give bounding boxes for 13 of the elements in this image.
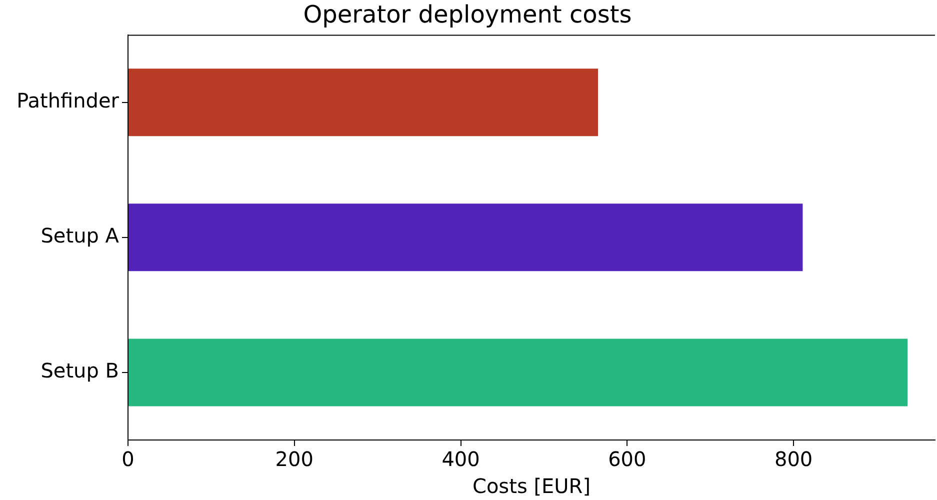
x-tick-label: 600 <box>608 447 646 472</box>
y-tick-label: Pathfinder <box>16 88 120 113</box>
bar <box>128 204 803 272</box>
bar <box>128 68 598 136</box>
chart-title: Operator deployment costs <box>303 0 632 29</box>
x-axis-title: Costs [EUR] <box>472 474 591 498</box>
y-tick-label: Setup A <box>40 224 120 248</box>
x-tick-label: 200 <box>275 447 314 472</box>
bar <box>128 338 908 406</box>
x-tick-label: 400 <box>442 447 480 472</box>
x-tick-label: 0 <box>122 447 134 472</box>
x-tick-label: 800 <box>774 447 813 472</box>
y-tick-label: Setup B <box>40 358 119 383</box>
